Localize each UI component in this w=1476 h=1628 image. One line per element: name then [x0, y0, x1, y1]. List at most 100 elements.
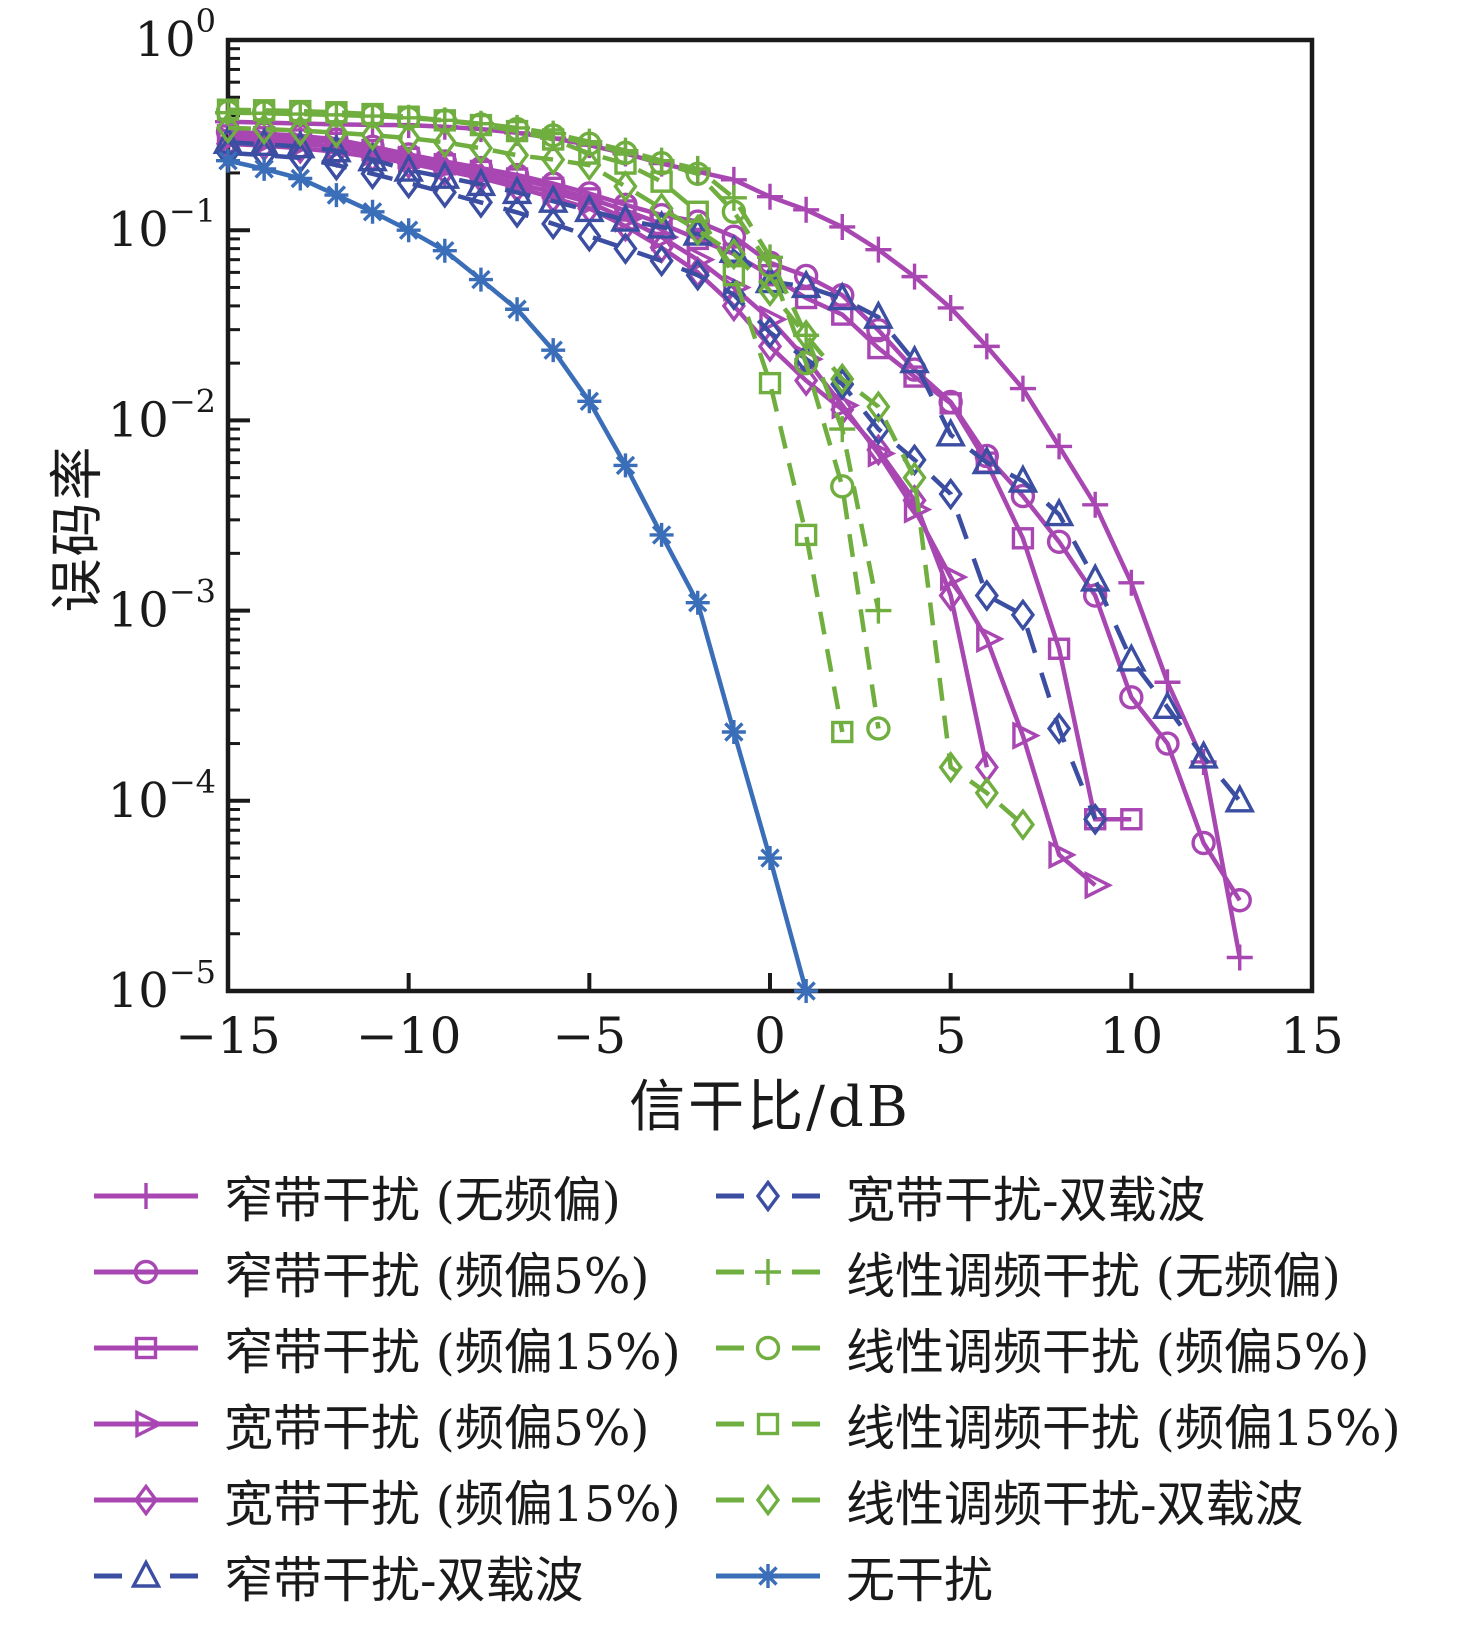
diamond-marker [1010, 808, 1036, 841]
legend-item-lfm-square: 线性调频干扰 (频偏15%) [712, 1386, 1401, 1462]
diamond-marker [974, 579, 999, 612]
diamond-marker [252, 112, 277, 146]
asterisk-marker [505, 297, 530, 322]
diamond-marker [721, 237, 746, 271]
legend-item-nbdc-triangle: 窄带干扰-双载波 [90, 1538, 681, 1614]
circle-marker [133, 1259, 159, 1285]
plus-marker [1226, 944, 1253, 971]
triangle-up-marker [971, 445, 1003, 475]
diamond-marker [685, 258, 710, 292]
series-line-lfm-square [227, 107, 845, 733]
x-tick-label: 5 [935, 1007, 967, 1065]
diamond-marker [938, 579, 963, 612]
asterisk-marker [721, 719, 746, 744]
plus-marker [133, 1183, 159, 1209]
series-nbdc-triangle [212, 125, 1256, 813]
diamond-marker [1046, 712, 1072, 745]
triangle-up-marker [501, 175, 533, 205]
triangle-right-marker [135, 1409, 164, 1439]
legend-label-nbdc-triangle: 窄带干扰-双载波 [224, 1551, 584, 1609]
diamond-marker [938, 750, 963, 784]
diamond-marker [541, 207, 566, 241]
legend-item-lfm-circle: 线性调频干扰 (频偏5%) [712, 1310, 1401, 1386]
legend-sample-wbdc-diamond [716, 1179, 820, 1213]
diamond-marker [468, 186, 494, 219]
triangle-up-marker [465, 167, 497, 197]
diamond-marker [432, 125, 457, 159]
legend-sample-lfm-plus [716, 1259, 820, 1285]
circle-marker [721, 224, 747, 249]
circle-marker [1227, 888, 1252, 913]
legend-label-lfm-square: 线性调频干扰 (频偏15%) [846, 1399, 1401, 1457]
series-line-wbdc-diamond [227, 150, 1098, 821]
asterisk-marker [468, 267, 493, 292]
circle-marker [866, 318, 891, 343]
circle-marker [1010, 483, 1036, 509]
legend-sample-wb-diamond [94, 1483, 198, 1517]
legend-item-nb-square: 窄带干扰 (频偏15%) [90, 1310, 681, 1386]
legend-label-nb-circle: 窄带干扰 (频偏5%) [224, 1247, 650, 1305]
asterisk-marker [613, 453, 638, 478]
diamond-marker [324, 148, 349, 182]
diamond-marker [755, 1179, 781, 1213]
circle-marker [1191, 830, 1216, 856]
diamond-marker [830, 362, 855, 396]
legend-column-right: 宽带干扰-双载波 线性调频干扰 (无频偏) 线性调频干扰 (频偏5%) 线性调频干扰 … [712, 1158, 1401, 1614]
plus-marker [901, 263, 928, 290]
y-tick-label: 10−1 [108, 192, 216, 258]
legend-column-left: 窄带干扰 (无频偏) 窄带干扰 (频偏5%) 窄带干扰 (频偏15%) 宽带干扰 (频… [90, 1158, 681, 1614]
legend-item-lfm-plus: 线性调频干扰 (无频偏) [712, 1234, 1401, 1310]
diamond-marker [649, 244, 674, 278]
diamond-marker [902, 461, 927, 495]
diamond-marker [396, 146, 421, 180]
y-tick-label: 10−2 [108, 382, 216, 448]
diamond-marker [866, 433, 891, 467]
asterisk-marker [432, 238, 457, 263]
diamond-marker [360, 118, 385, 152]
diamond-marker [866, 390, 891, 424]
legend-label-lfmdc-diamond: 线性调频干扰-双载波 [846, 1475, 1304, 1533]
plus-marker [757, 183, 783, 210]
series-line-lfm-circle [227, 109, 881, 729]
asterisk-marker [758, 846, 782, 871]
legend-item-nb-plus: 窄带干扰 (无频偏) [90, 1158, 681, 1234]
plus-marker [1009, 375, 1036, 402]
legend-sample-no-interference [716, 1564, 820, 1588]
square-marker [289, 99, 312, 123]
square-marker [1011, 527, 1035, 550]
plus-marker [937, 294, 964, 321]
legend-label-wbdc-diamond: 宽带干扰-双载波 [846, 1171, 1206, 1229]
diamond-marker [902, 483, 927, 517]
legend-sample-nb-square [94, 1336, 198, 1360]
plus-marker [1118, 569, 1145, 596]
triangle-up-marker [790, 269, 822, 299]
asterisk-marker [324, 183, 349, 208]
legend-sample-nb-circle [94, 1259, 198, 1285]
asterisk-marker [216, 148, 240, 173]
triangle-up-marker [899, 344, 930, 374]
triangle-up-marker [1188, 739, 1219, 769]
asterisk-marker [252, 156, 277, 181]
series-nb-square [216, 124, 1143, 831]
circle-marker [866, 716, 891, 741]
plus-marker [973, 333, 1000, 360]
circle-marker [793, 263, 819, 289]
series-wb-diamond [215, 127, 999, 784]
legend-label-nb-plus: 窄带干扰 (无频偏) [224, 1171, 621, 1229]
x-tick-label: −15 [175, 1007, 281, 1065]
triangle-up-marker [610, 202, 641, 232]
triangle-up-marker [935, 417, 966, 447]
diamond-marker [1083, 802, 1108, 836]
asterisk-marker [360, 199, 385, 224]
series-wbdc-diamond [215, 136, 1108, 836]
x-tick-label: 15 [1280, 1007, 1344, 1065]
triangle-up-marker [1152, 690, 1183, 720]
legend-label-nb-square: 窄带干扰 (频偏15%) [224, 1323, 681, 1381]
diamond-marker [288, 114, 313, 147]
diamond-marker [613, 170, 638, 203]
plus-marker [829, 213, 856, 240]
x-tick-label: 10 [1100, 1007, 1164, 1065]
legend-sample-nb-plus [94, 1183, 198, 1209]
asterisk-marker [794, 979, 819, 1003]
diamond-marker [685, 213, 710, 247]
